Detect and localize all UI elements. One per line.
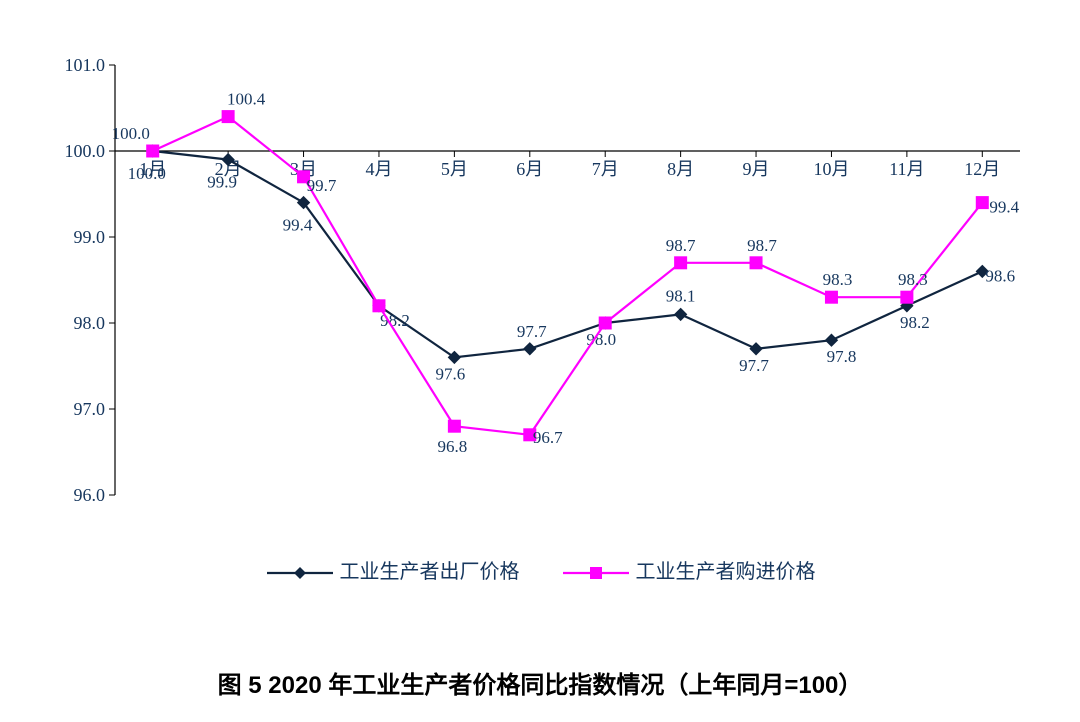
svg-text:100.0: 100.0 bbox=[112, 124, 150, 143]
svg-text:100.4: 100.4 bbox=[227, 90, 266, 109]
svg-text:6月: 6月 bbox=[516, 159, 543, 179]
legend-item-factory-price: 工业生产者出厂价格 bbox=[265, 555, 520, 584]
svg-text:10月: 10月 bbox=[813, 159, 849, 179]
svg-text:99.4: 99.4 bbox=[283, 216, 313, 235]
svg-text:9月: 9月 bbox=[743, 159, 770, 179]
svg-text:97.7: 97.7 bbox=[739, 356, 769, 375]
legend-label: 工业生产者出厂价格 bbox=[340, 561, 520, 583]
line-chart: 96.097.098.099.0100.0101.01月2月3月4月5月6月7月… bbox=[60, 55, 1040, 535]
svg-text:98.1: 98.1 bbox=[666, 286, 696, 305]
legend-item-purchase-price: 工业生产者购进价格 bbox=[561, 555, 816, 584]
svg-text:97.7: 97.7 bbox=[517, 322, 547, 341]
svg-text:8月: 8月 bbox=[667, 159, 694, 179]
svg-text:99.9: 99.9 bbox=[207, 173, 237, 192]
svg-text:96.8: 96.8 bbox=[438, 437, 468, 456]
legend-swatch-factory bbox=[265, 563, 335, 583]
legend: 工业生产者出厂价格 工业生产者购进价格 bbox=[0, 555, 1080, 584]
svg-text:96.0: 96.0 bbox=[74, 485, 106, 505]
svg-text:98.2: 98.2 bbox=[900, 313, 930, 332]
svg-text:5月: 5月 bbox=[441, 159, 468, 179]
svg-text:100.0: 100.0 bbox=[128, 164, 166, 183]
legend-label: 工业生产者购进价格 bbox=[636, 561, 816, 583]
svg-text:98.0: 98.0 bbox=[74, 313, 106, 333]
legend-swatch-purchase bbox=[561, 563, 631, 583]
svg-text:96.7: 96.7 bbox=[533, 428, 563, 447]
svg-text:99.4: 99.4 bbox=[989, 198, 1019, 217]
svg-text:98.7: 98.7 bbox=[747, 236, 777, 255]
svg-text:99.7: 99.7 bbox=[307, 176, 337, 195]
svg-text:98.3: 98.3 bbox=[823, 270, 853, 289]
svg-text:98.6: 98.6 bbox=[985, 266, 1015, 285]
svg-text:98.7: 98.7 bbox=[666, 236, 696, 255]
svg-text:97.8: 97.8 bbox=[827, 347, 857, 366]
svg-text:7月: 7月 bbox=[592, 159, 619, 179]
svg-text:11月: 11月 bbox=[889, 159, 924, 179]
svg-text:100.0: 100.0 bbox=[65, 141, 106, 161]
chart-container: 96.097.098.099.0100.0101.01月2月3月4月5月6月7月… bbox=[0, 0, 1080, 722]
svg-text:97.6: 97.6 bbox=[436, 364, 466, 383]
svg-text:98.3: 98.3 bbox=[898, 270, 928, 289]
figure-caption: 图 5 2020 年工业生产者价格同比指数情况（上年同月=100） bbox=[0, 665, 1080, 700]
svg-text:4月: 4月 bbox=[365, 159, 392, 179]
svg-text:99.0: 99.0 bbox=[74, 227, 106, 247]
svg-text:97.0: 97.0 bbox=[74, 399, 106, 419]
svg-text:12月: 12月 bbox=[964, 159, 1000, 179]
svg-text:101.0: 101.0 bbox=[65, 55, 106, 75]
